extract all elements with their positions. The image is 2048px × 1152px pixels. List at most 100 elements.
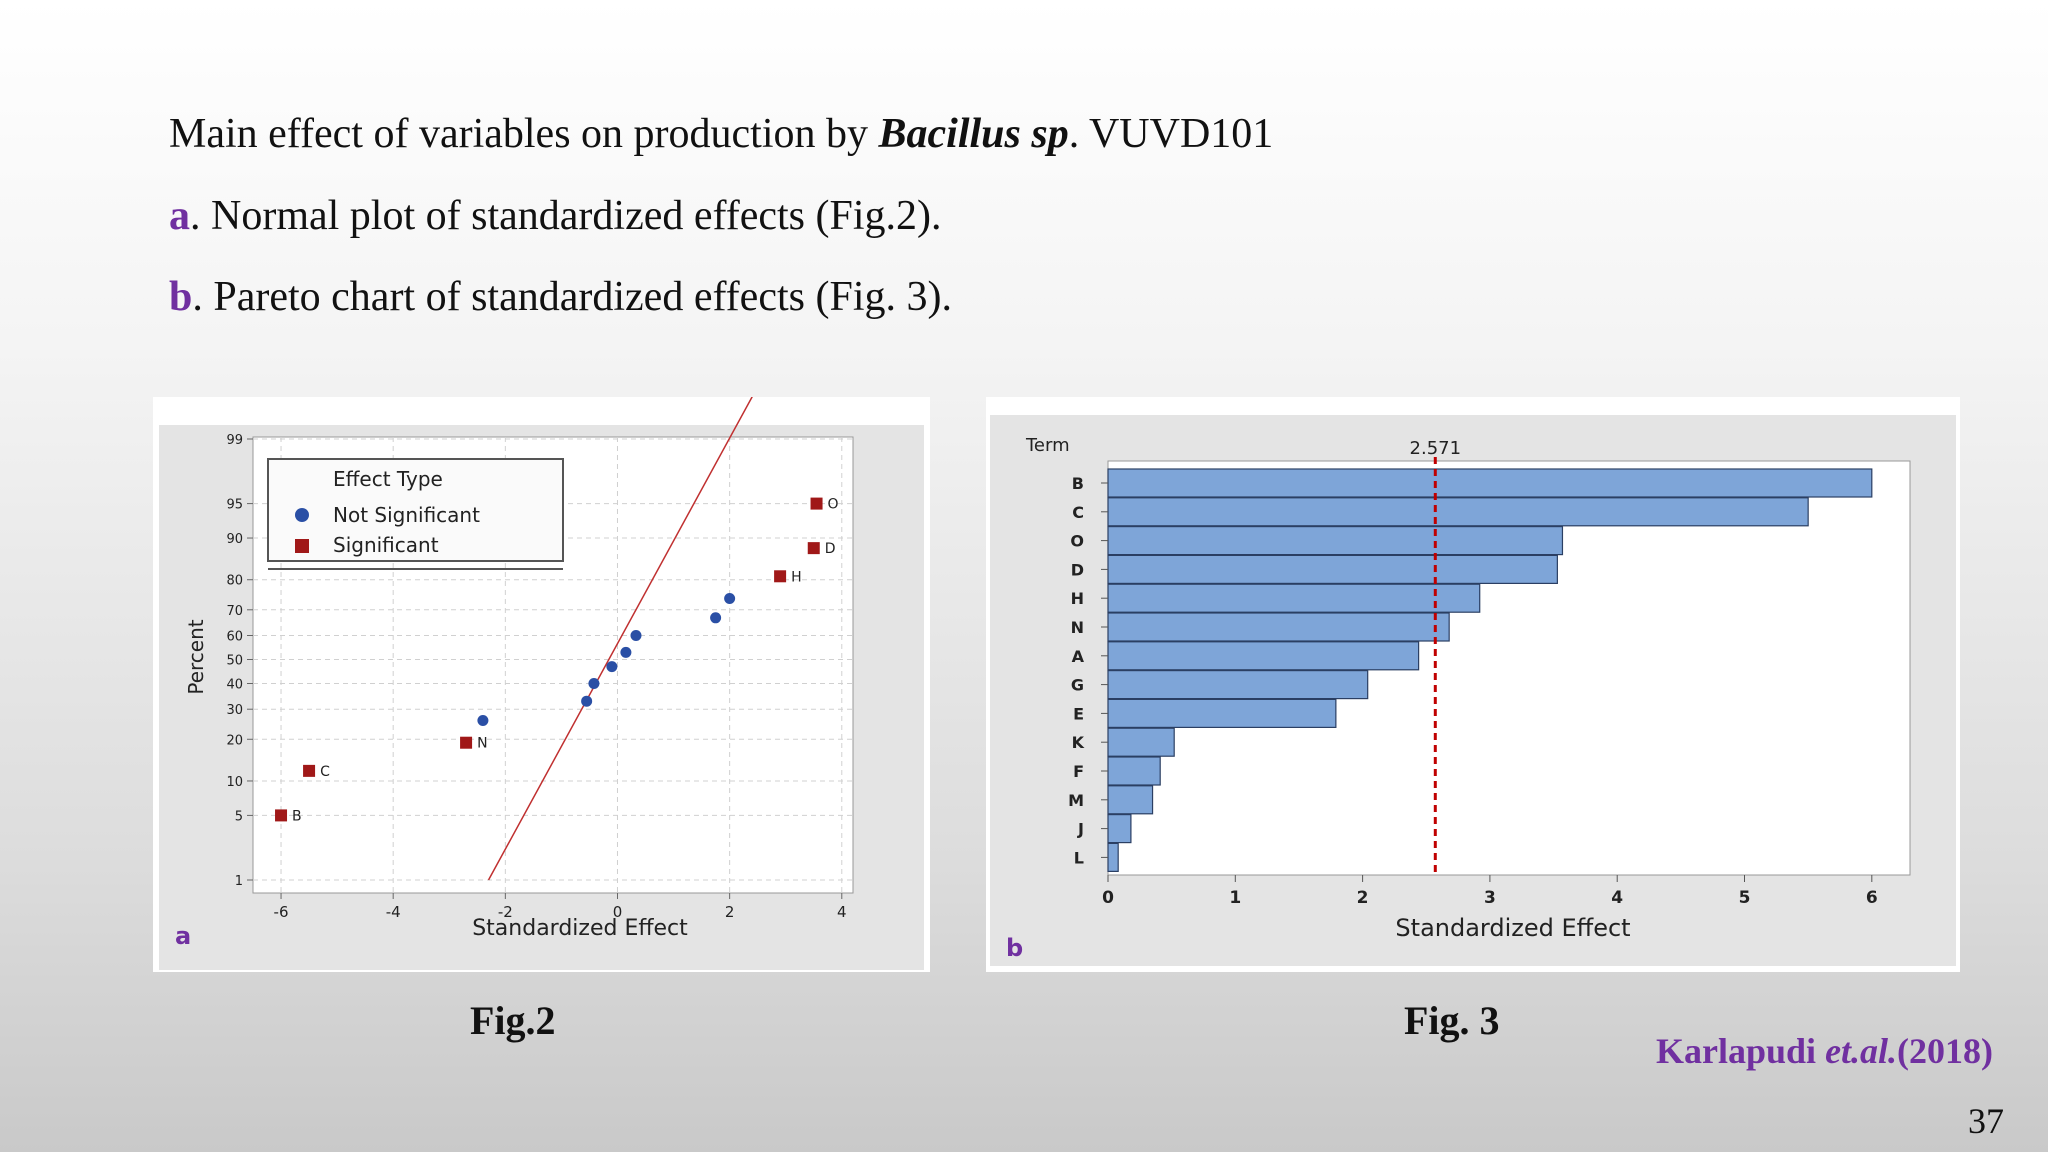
y-tick-label: 20 xyxy=(226,733,243,748)
y-tick-label: 95 xyxy=(226,498,243,513)
item-a-text: . Normal plot of standardized effects (F… xyxy=(190,193,942,239)
not-significant-point xyxy=(581,695,593,707)
x-tick-label: -6 xyxy=(274,903,289,921)
citation-author: Karlapudi xyxy=(1656,1031,1826,1071)
x-tick-label: 3 xyxy=(1484,888,1496,908)
pareto-bar xyxy=(1107,814,1132,844)
legend-not-significant: Not Significant xyxy=(333,503,480,527)
x-tick-label: 2 xyxy=(725,903,735,921)
slide-title: Main effect of variables on production b… xyxy=(169,110,1273,158)
category-label: K xyxy=(1072,733,1085,752)
not-significant-point xyxy=(710,612,722,624)
pareto-bar xyxy=(1107,497,1809,527)
plot-a-y-ticks: 1 5 10 20 30 40 50 60 70 80 90 95 99 xyxy=(226,433,253,889)
legend-title: Effect Type xyxy=(333,467,443,491)
title-post: . VUVD101 xyxy=(1068,111,1274,157)
pareto-bar xyxy=(1107,641,1420,671)
plot-b-xlabel: Standardized Effect xyxy=(1395,914,1630,942)
y-tick-label: 40 xyxy=(226,678,243,693)
y-tick-label: 80 xyxy=(226,574,243,589)
pareto-bar xyxy=(1107,526,1564,556)
category-label: N xyxy=(1071,618,1084,637)
y-tick-label: 70 xyxy=(226,604,243,619)
x-tick-label: 6 xyxy=(1866,888,1878,908)
category-label: F xyxy=(1073,762,1084,781)
item-a-letter: a xyxy=(169,193,190,239)
citation-etal: et.al. xyxy=(1825,1031,1898,1071)
not-significant-point xyxy=(724,593,736,605)
category-label: E xyxy=(1073,704,1084,723)
item-a: a. Normal plot of standardized effects (… xyxy=(169,192,942,240)
significant-point xyxy=(810,497,823,510)
plot-a-x-ticks: -6 -4 -2 0 2 4 xyxy=(274,893,847,921)
pareto-bar xyxy=(1107,670,1369,700)
category-label: H xyxy=(1071,589,1084,608)
x-tick-label: -2 xyxy=(498,903,513,921)
item-b-letter: b xyxy=(169,274,193,320)
fig2-panel: 1 5 10 20 30 40 50 60 70 80 90 95 99 -6 -4 -2 0 2 4 B C N H D… xyxy=(153,386,930,972)
plot-b-bars xyxy=(1107,468,1873,872)
panel-label-b: b xyxy=(1006,934,1023,962)
plot-a-xlabel: Standardized Effect xyxy=(472,916,688,941)
category-label: M xyxy=(1068,791,1084,810)
citation: Karlapudi et.al.(2018) xyxy=(1656,1030,1993,1072)
pareto-bar xyxy=(1107,842,1119,872)
title-pre: Main effect of variables on production b… xyxy=(169,111,879,157)
pareto-bar xyxy=(1107,612,1450,642)
significant-point-label: B xyxy=(292,808,302,824)
organism-name: Bacillus sp xyxy=(878,111,1069,157)
pareto-bar xyxy=(1107,785,1154,815)
normal-plot-chart: 1 5 10 20 30 40 50 60 70 80 90 95 99 -6 -4 -2 0 2 4 B C N H D… xyxy=(159,386,924,970)
significant-point xyxy=(807,542,820,555)
y-tick-label: 50 xyxy=(226,654,243,669)
not-significant-point xyxy=(588,678,600,690)
plot-b-x-ticks: 0 1 2 3 4 5 6 xyxy=(1102,875,1878,908)
category-label: D xyxy=(1071,560,1084,579)
reference-value-label: 2.571 xyxy=(1410,438,1462,459)
significant-point xyxy=(303,764,316,777)
x-tick-label: 1 xyxy=(1229,888,1241,908)
category-label: J xyxy=(1077,820,1084,839)
pareto-bar xyxy=(1107,468,1873,498)
y-tick-label: 10 xyxy=(226,775,243,790)
category-label: B xyxy=(1072,474,1084,493)
category-label: G xyxy=(1071,676,1084,695)
y-tick-label: 30 xyxy=(226,703,243,718)
item-b: b. Pareto chart of standardized effects … xyxy=(169,273,952,321)
x-tick-label: 4 xyxy=(837,903,847,921)
page-number: 37 xyxy=(1968,1101,2004,1141)
pareto-bar xyxy=(1107,698,1337,728)
fig2-caption: Fig.2 xyxy=(470,998,556,1043)
category-label: L xyxy=(1074,848,1084,867)
legend-square-marker xyxy=(295,539,309,553)
not-significant-point xyxy=(630,629,642,641)
category-label: C xyxy=(1072,503,1084,522)
panel-label-a: a xyxy=(175,922,191,950)
legend-significant: Significant xyxy=(333,533,439,557)
not-significant-point xyxy=(620,646,632,658)
y-tick-label: 99 xyxy=(226,433,243,448)
x-tick-label: 0 xyxy=(613,903,623,921)
plot-a-ylabel: Percent xyxy=(184,619,208,694)
x-tick-label: 4 xyxy=(1611,888,1623,908)
y-tick-label: 90 xyxy=(226,532,243,547)
significant-point-label: D xyxy=(825,541,836,557)
x-tick-label: 2 xyxy=(1357,888,1369,908)
item-b-text: . Pareto chart of standardized effects (… xyxy=(192,274,952,320)
not-significant-point xyxy=(477,714,489,726)
fig3-caption: Fig. 3 xyxy=(1404,998,1500,1043)
significant-point xyxy=(460,736,473,749)
pareto-bar xyxy=(1107,554,1558,584)
y-tick-label: 1 xyxy=(235,874,243,889)
pareto-bar xyxy=(1107,756,1161,786)
legend-box xyxy=(267,458,564,562)
y-tick-label: 5 xyxy=(235,809,243,824)
fit-line xyxy=(487,386,759,881)
plot-a-legend: Effect Type Not Significant Significant xyxy=(267,458,564,570)
x-tick-label: -4 xyxy=(386,903,401,921)
plot-a-points: B C N H D O xyxy=(275,497,839,824)
significant-point-label: O xyxy=(828,497,839,513)
